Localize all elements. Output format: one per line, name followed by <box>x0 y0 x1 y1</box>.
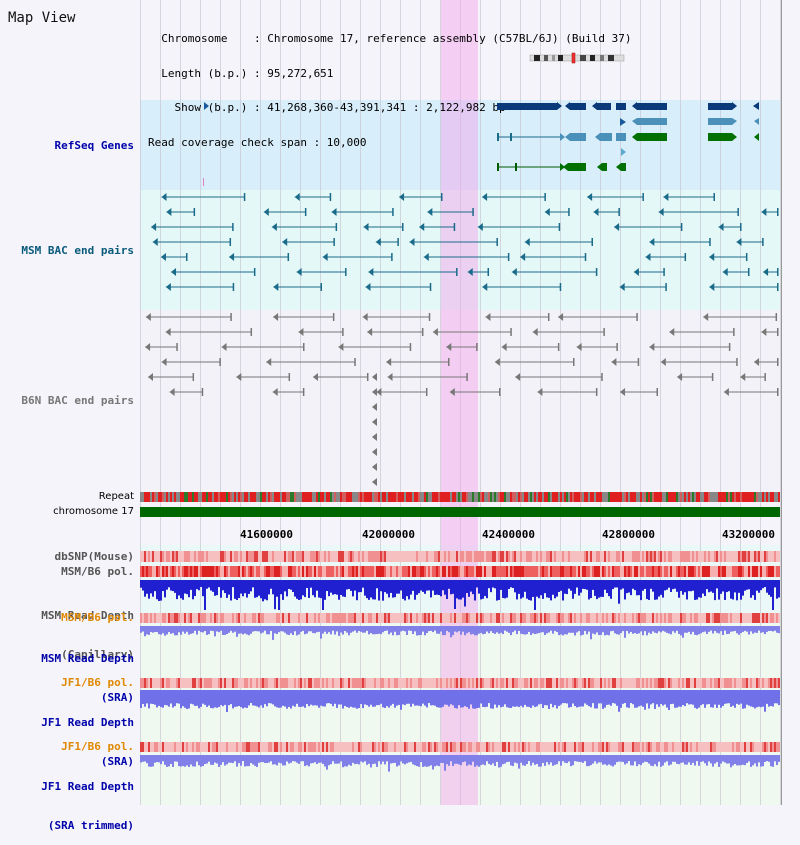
chromosome-ideogram[interactable] <box>528 52 626 64</box>
repeat-track[interactable] <box>140 492 780 502</box>
jf1-depth-trim-line2: (SRA trimmed) <box>47 819 134 832</box>
msm-depth-capillary-label[interactable]: MSM Read Depth (Capillary) <box>4 583 134 674</box>
b6n-bac-end-pairs-track[interactable] <box>140 310 780 490</box>
msm-depth-sra-label[interactable]: MSM Read Depth (SRA) <box>4 626 134 717</box>
chromosome-bar[interactable] <box>140 507 780 517</box>
msm-bac-label[interactable]: MSM BAC end pairs <box>21 244 134 257</box>
ruler-tick-label: 42400000 <box>482 528 535 541</box>
ruler-tick-label: 43200000 <box>722 528 775 541</box>
info-line-chromosome: Chromosome : Chromosome 17, reference as… <box>148 32 632 45</box>
ruler-tick-label: 42000000 <box>362 528 415 541</box>
chromosome-label[interactable]: chromosome 17 <box>53 506 134 517</box>
info-line-length: Length (b.p.) : 95,272,651 <box>148 66 334 80</box>
jf1-depth-trim-track[interactable] <box>140 755 780 783</box>
jf1-b6-pol2-track[interactable] <box>140 742 780 752</box>
msm-depth-sra-line2: (SRA) <box>100 691 134 704</box>
ruler-tick-label: 41600000 <box>240 528 293 541</box>
msm-depth-sra-line1: MSM Read Depth <box>41 652 134 665</box>
jf1-depth-trim-line1: JF1 Read Depth <box>41 780 134 793</box>
b6n-bac-label[interactable]: B6N BAC end pairs <box>21 394 134 407</box>
msm-b6-pol2-track[interactable] <box>140 613 780 623</box>
ruler: 41600000 42000000 42400000 42800000 4320… <box>140 520 780 542</box>
chromosome-info: Chromosome : Chromosome 17, reference as… <box>148 10 631 160</box>
msm-b6-pol2-label[interactable]: MSM/B6 pol. <box>61 611 134 624</box>
refseq-genes-label[interactable]: RefSeq Genes <box>54 139 134 152</box>
scroll-edge <box>781 0 792 805</box>
jf1-depth-sra-track[interactable] <box>140 690 780 712</box>
info-line-span: Read coverage check span : 10,000 <box>148 135 367 149</box>
msm-depth-capillary-line2: (Capillary) <box>61 648 134 661</box>
msm-b6-pol-track[interactable] <box>140 566 780 577</box>
jf1-depth-sra-line2: (SRA) <box>100 755 134 768</box>
msm-depth-sra-track[interactable] <box>140 626 780 650</box>
ruler-tick-label: 42800000 <box>602 528 655 541</box>
msm-bac-end-pairs-track[interactable] <box>140 190 780 310</box>
msm-b6-pol-label[interactable]: MSM/B6 pol. <box>61 565 134 578</box>
jf1-b6-pol-label[interactable]: JF1/B6 pol. <box>61 676 134 689</box>
msm-depth-capillary-track[interactable] <box>140 580 780 610</box>
jf1-b6-pol2-label[interactable]: JF1/B6 pol. <box>61 740 134 753</box>
msm-depth-capillary-line1: MSM Read Depth <box>41 609 134 622</box>
dbsnp-track[interactable] <box>140 551 780 562</box>
refseq-genes-track[interactable] <box>140 100 780 190</box>
jf1-b6-pol-track[interactable] <box>140 678 780 688</box>
repeat-label[interactable]: Repeat <box>98 491 134 502</box>
jf1-depth-sra-line1: JF1 Read Depth <box>41 716 134 729</box>
jf1-depth-trim-label[interactable]: JF1 Read Depth (SRA trimmed) <box>4 754 134 845</box>
jf1-depth-sra-label[interactable]: JF1 Read Depth (SRA) <box>4 690 134 781</box>
dbsnp-label[interactable]: dbSNP(Mouse) <box>54 550 134 563</box>
page-title: Map View <box>8 10 76 26</box>
